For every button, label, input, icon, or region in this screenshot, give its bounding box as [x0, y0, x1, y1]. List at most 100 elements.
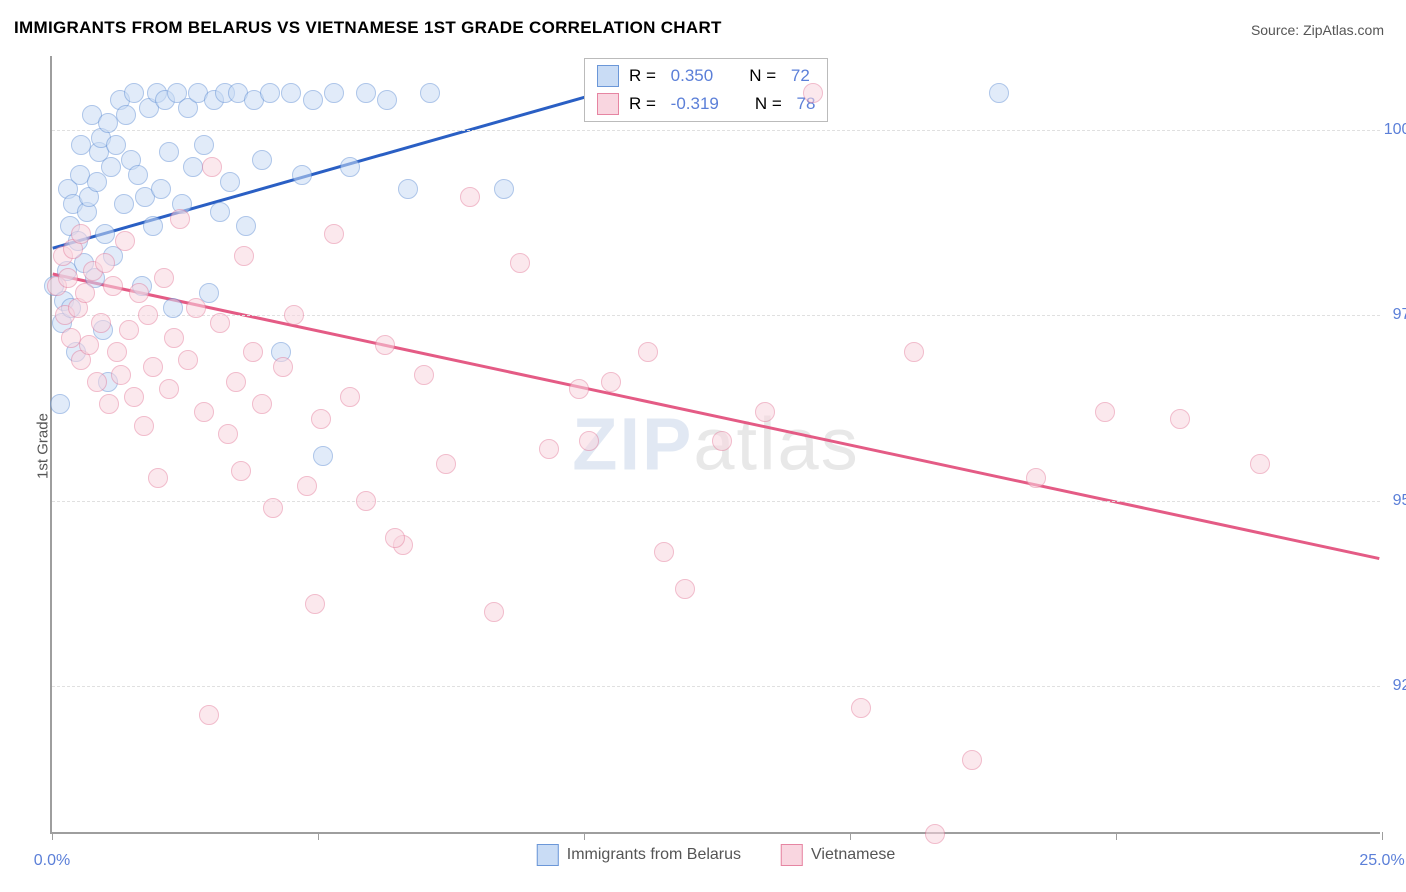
- data-point: [194, 135, 214, 155]
- data-point: [124, 387, 144, 407]
- legend-n-value: 72: [791, 66, 810, 86]
- data-point: [194, 402, 214, 422]
- legend-series-name: Immigrants from Belarus: [567, 846, 741, 864]
- data-point: [1026, 468, 1046, 488]
- data-point: [128, 165, 148, 185]
- data-point: [484, 602, 504, 622]
- data-point: [159, 142, 179, 162]
- data-point: [273, 357, 293, 377]
- y-tick-label: 97.5%: [1393, 306, 1406, 324]
- data-point: [962, 750, 982, 770]
- data-point: [260, 83, 280, 103]
- data-point: [313, 446, 333, 466]
- data-point: [420, 83, 440, 103]
- data-point: [638, 342, 658, 362]
- data-point: [234, 246, 254, 266]
- x-tick: [52, 832, 53, 840]
- data-point: [159, 379, 179, 399]
- data-point: [252, 150, 272, 170]
- x-tick: [584, 832, 585, 840]
- legend-swatch: [537, 844, 559, 866]
- legend-r-value: 0.350: [671, 66, 714, 86]
- legend-series-name: Vietnamese: [811, 846, 895, 864]
- data-point: [398, 179, 418, 199]
- data-point: [1095, 402, 1115, 422]
- x-tick: [1382, 832, 1383, 840]
- legend-swatch: [597, 65, 619, 87]
- data-point: [143, 357, 163, 377]
- source-label: Source: ZipAtlas.com: [1251, 22, 1384, 38]
- data-point: [292, 165, 312, 185]
- legend-r-label: R =: [629, 66, 661, 86]
- data-point: [340, 157, 360, 177]
- data-point: [340, 387, 360, 407]
- data-point: [377, 90, 397, 110]
- data-point: [755, 402, 775, 422]
- data-point: [101, 157, 121, 177]
- series-legend: Immigrants from Belarus Vietnamese: [537, 844, 895, 866]
- data-point: [675, 579, 695, 599]
- data-point: [114, 194, 134, 214]
- data-point: [236, 216, 256, 236]
- chart-title: IMMIGRANTS FROM BELARUS VS VIETNAMESE 1S…: [14, 18, 722, 38]
- grid-line: [52, 501, 1380, 502]
- data-point: [601, 372, 621, 392]
- data-point: [210, 202, 230, 222]
- data-point: [98, 113, 118, 133]
- legend-item: Vietnamese: [781, 844, 895, 866]
- legend-row: R = -0.319N = 78: [597, 93, 815, 115]
- data-point: [324, 224, 344, 244]
- data-point: [119, 320, 139, 340]
- data-point: [183, 157, 203, 177]
- data-point: [231, 461, 251, 481]
- x-tick-label: 0.0%: [34, 852, 70, 870]
- data-point: [356, 83, 376, 103]
- data-point: [712, 431, 732, 451]
- data-point: [356, 491, 376, 511]
- data-point: [243, 342, 263, 362]
- data-point: [91, 313, 111, 333]
- x-tick: [318, 832, 319, 840]
- x-tick: [850, 832, 851, 840]
- data-point: [297, 476, 317, 496]
- data-point: [58, 268, 78, 288]
- data-point: [170, 209, 190, 229]
- data-point: [539, 439, 559, 459]
- data-point: [925, 824, 945, 844]
- data-point: [569, 379, 589, 399]
- data-point: [218, 424, 238, 444]
- data-point: [305, 594, 325, 614]
- data-point: [220, 172, 240, 192]
- data-point: [111, 365, 131, 385]
- data-point: [103, 276, 123, 296]
- data-point: [303, 90, 323, 110]
- x-tick: [1116, 832, 1117, 840]
- data-point: [164, 328, 184, 348]
- legend-row: R = 0.350 N = 72: [597, 65, 815, 87]
- data-point: [311, 409, 331, 429]
- y-tick-label: 100.0%: [1384, 121, 1406, 139]
- data-point: [148, 468, 168, 488]
- data-point: [460, 187, 480, 207]
- y-axis-label: 1st Grade: [34, 413, 51, 479]
- data-point: [116, 105, 136, 125]
- data-point: [252, 394, 272, 414]
- legend-swatch: [781, 844, 803, 866]
- data-point: [163, 298, 183, 318]
- data-point: [134, 416, 154, 436]
- legend-n-label: N =: [749, 66, 781, 86]
- data-point: [210, 313, 230, 333]
- data-point: [95, 253, 115, 273]
- data-point: [436, 454, 456, 474]
- data-point: [414, 365, 434, 385]
- data-point: [385, 528, 405, 548]
- data-point: [1170, 409, 1190, 429]
- legend-r-label: R =: [629, 94, 661, 114]
- data-point: [115, 231, 135, 251]
- chart-container: IMMIGRANTS FROM BELARUS VS VIETNAMESE 1S…: [0, 0, 1406, 892]
- data-point: [654, 542, 674, 562]
- data-point: [989, 83, 1009, 103]
- data-point: [75, 283, 95, 303]
- data-point: [284, 305, 304, 325]
- legend-n-label: N =: [755, 94, 787, 114]
